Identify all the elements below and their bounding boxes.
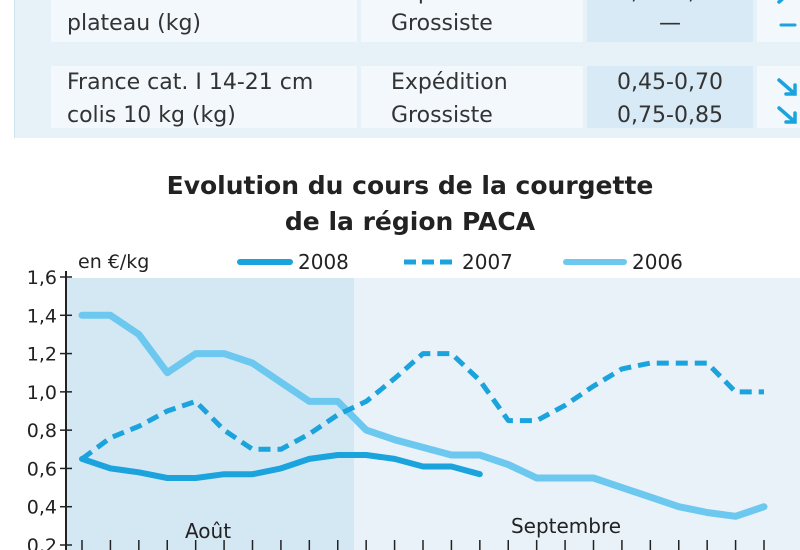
- y-tick-label: 0,8: [27, 420, 57, 442]
- price-line-1: 0,45-0,70: [617, 70, 723, 95]
- y-axis: 0,2 0,4 0,6 0,8 1,0 1,2 1,4 1,6: [27, 267, 72, 550]
- market-line-1: Expédition: [391, 70, 508, 95]
- price-line-1: 1,10-1,30: [587, 0, 753, 9]
- trend-cell: [757, 0, 800, 42]
- chart-title-line-2: de la région PACA: [285, 207, 536, 236]
- table-row: Ronde France cat. I plateau (kg) Expédit…: [35, 0, 800, 42]
- legend-label-2007: 2007: [462, 250, 513, 274]
- product-line-2: plateau (kg): [67, 11, 202, 36]
- legend-label-2008: 2008: [298, 250, 349, 274]
- price-line-2: —: [659, 11, 681, 36]
- y-tick-label: 1,6: [27, 267, 57, 289]
- series-line-2008: [79, 452, 483, 481]
- y-tick-label: 1,4: [27, 305, 57, 327]
- price-line-2: 0,75-0,85: [617, 103, 723, 128]
- chart-title-line-1: Evolution du cours de la courgette: [167, 171, 654, 200]
- series-line-2007: [80, 351, 764, 461]
- product-cell: France cat. I 14-21 cm colis 10 kg (kg): [51, 66, 357, 128]
- september-band: [354, 278, 800, 550]
- product-line-1: Ronde France cat. I: [67, 0, 278, 9]
- product-line-2: colis 10 kg (kg): [67, 103, 236, 128]
- y-tick-label: 0,4: [27, 497, 57, 519]
- table-row: France cat. I 14-21 cm colis 10 kg (kg) …: [35, 66, 800, 128]
- dash-icon: [779, 23, 797, 27]
- trend-cell: [757, 66, 800, 128]
- series-line-2006: [78, 311, 768, 520]
- market-line-2: Grossiste: [391, 11, 493, 36]
- market-cell: Expédition Grossiste: [361, 0, 583, 42]
- chart-legend: 2008 2007 2006: [237, 250, 683, 274]
- up-arrow-icon: [777, 0, 784, 4]
- price-cell: 0,45-0,70 0,75-0,85: [587, 66, 753, 128]
- series-layer: [78, 311, 768, 520]
- market-cell: Expédition Grossiste: [361, 66, 583, 128]
- legend-label-2006: 2006: [632, 250, 683, 274]
- period-label-september: Septembre: [511, 514, 621, 538]
- y-tick-label: 0,6: [27, 458, 57, 480]
- y-tick-label: 1,0: [27, 382, 57, 404]
- y-axis-unit-label: en €/kg: [78, 251, 149, 273]
- price-table: Ronde France cat. I plateau (kg) Expédit…: [14, 0, 800, 138]
- market-line-1: Expédition: [391, 0, 508, 9]
- line-chart: Evolution du cours de la courgette de la…: [27, 171, 800, 550]
- product-cell: Ronde France cat. I plateau (kg): [51, 0, 357, 42]
- down-arrow-icon: [777, 106, 797, 124]
- price-cell: 1,10-1,30 —: [587, 0, 753, 42]
- period-label-august: Août: [185, 519, 231, 543]
- down-arrow-icon: [777, 78, 797, 96]
- market-line-2: Grossiste: [391, 103, 493, 128]
- y-tick-label: 1,2: [27, 344, 57, 366]
- y-tick-label: 0,2: [27, 535, 57, 550]
- x-axis: [81, 540, 765, 550]
- product-line-1: France cat. I 14-21 cm: [67, 70, 314, 95]
- august-band: [66, 278, 354, 550]
